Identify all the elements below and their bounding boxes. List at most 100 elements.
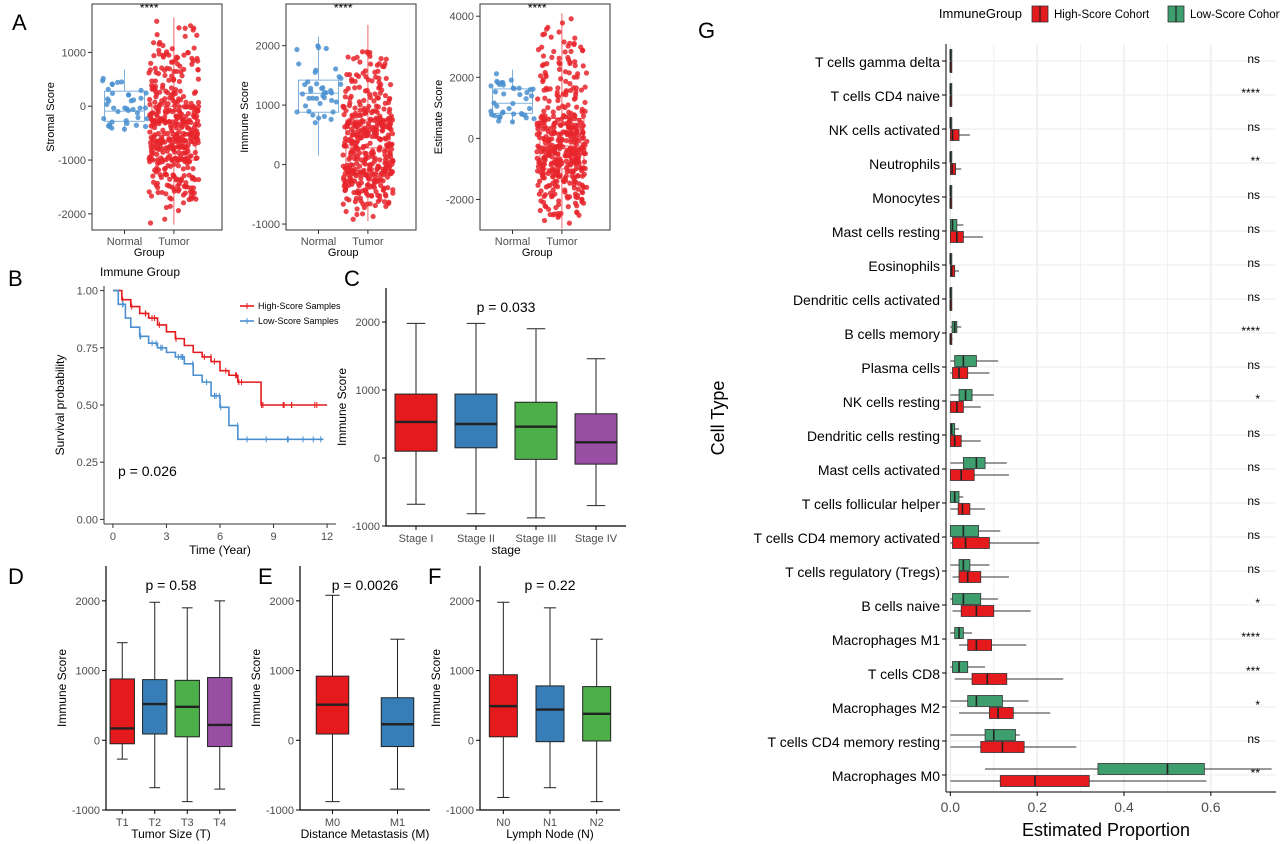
data-point <box>550 109 556 115</box>
data-point <box>148 193 155 199</box>
data-point <box>182 25 188 31</box>
data-point <box>172 103 178 109</box>
data-point <box>109 81 115 88</box>
data-point <box>341 176 347 182</box>
box <box>174 679 200 738</box>
data-point <box>178 156 185 162</box>
legend-title: ImmuneGroup <box>939 6 1022 21</box>
data-point <box>372 202 378 209</box>
data-point <box>560 103 566 109</box>
data-point <box>154 18 160 24</box>
data-point <box>377 120 383 126</box>
data-point <box>382 157 389 163</box>
data-point <box>296 61 302 67</box>
significance-label: ns <box>1247 426 1260 440</box>
data-point <box>155 130 162 137</box>
data-point <box>563 129 569 135</box>
data-point <box>510 85 516 91</box>
data-point <box>547 190 554 196</box>
data-point <box>367 53 373 59</box>
data-point <box>580 63 586 69</box>
x-tick-label: M0 <box>325 817 340 829</box>
x-tick-label: Normal <box>107 236 142 248</box>
panel-label-d: D <box>8 564 24 589</box>
data-point <box>161 100 167 106</box>
data-point <box>167 176 173 182</box>
cell-type-label: T cells CD4 naive <box>831 88 941 104</box>
data-point <box>573 85 579 91</box>
plot-frame <box>479 3 611 231</box>
x-tick-label: M1 <box>390 817 405 829</box>
data-point <box>580 122 586 129</box>
y-axis-label: Immune Score <box>239 81 251 153</box>
data-point <box>133 122 140 128</box>
data-point <box>317 100 323 107</box>
data-point <box>390 187 396 193</box>
box <box>952 593 982 605</box>
data-point <box>554 151 561 157</box>
box <box>298 79 339 113</box>
data-point <box>386 140 392 147</box>
data-point <box>354 54 360 60</box>
data-point <box>316 115 322 121</box>
data-point <box>555 105 562 111</box>
x-tick-label: 0.0 <box>941 799 961 815</box>
data-point <box>555 163 562 170</box>
data-point <box>567 59 573 66</box>
data-point <box>193 130 199 136</box>
data-point <box>360 145 366 151</box>
data-point <box>534 131 540 138</box>
data-point <box>535 182 541 188</box>
data-point <box>195 99 202 106</box>
data-point <box>150 84 156 90</box>
data-point <box>555 214 561 220</box>
data-point <box>121 126 128 132</box>
data-point <box>538 188 544 194</box>
data-point <box>488 112 495 118</box>
p-value-annotation: p = 0.0026 <box>332 577 399 593</box>
data-point <box>294 46 300 53</box>
data-point <box>509 119 516 125</box>
data-point <box>580 47 586 53</box>
data-point <box>155 189 161 196</box>
box <box>949 525 979 537</box>
box <box>142 679 168 735</box>
data-point <box>186 159 192 165</box>
data-point <box>494 103 500 109</box>
data-point <box>308 88 314 94</box>
data-point <box>351 189 357 196</box>
data-point <box>383 166 389 172</box>
data-point <box>111 105 117 111</box>
data-point <box>364 182 371 188</box>
data-point <box>370 171 376 177</box>
data-point <box>184 125 191 131</box>
panel-label-a: A <box>12 10 27 35</box>
cell-type-label: T cells CD8 <box>868 666 940 682</box>
data-point <box>328 87 334 94</box>
data-point <box>192 89 199 95</box>
cell-type-label: T cells CD4 memory activated <box>754 530 940 546</box>
data-point <box>565 204 571 210</box>
data-point <box>348 93 354 99</box>
significance-label: **** <box>528 1 547 15</box>
cell-type-label: T cells CD4 memory resting <box>768 734 940 750</box>
x-tick-label: Tumor <box>158 236 190 248</box>
x-tick-label: 12 <box>321 531 333 543</box>
panel-b: 0.00 0.25 0.50 0.75 1.00 0 3 6 9 12 Time (Year) Sur… <box>53 265 341 557</box>
data-point <box>172 155 178 161</box>
data-point <box>147 96 153 103</box>
y-axis-label: Immune Score <box>335 368 349 446</box>
data-point <box>152 99 158 105</box>
significance-label: ns <box>1247 460 1260 474</box>
significance-label: **** <box>334 1 353 15</box>
box <box>949 469 975 481</box>
data-point <box>135 114 141 121</box>
data-point <box>187 23 194 29</box>
data-point <box>188 100 194 106</box>
data-point <box>361 97 367 103</box>
data-point <box>377 193 383 199</box>
data-point <box>349 114 355 120</box>
data-point <box>164 130 171 136</box>
y-tick-label: 2000 <box>356 317 380 329</box>
